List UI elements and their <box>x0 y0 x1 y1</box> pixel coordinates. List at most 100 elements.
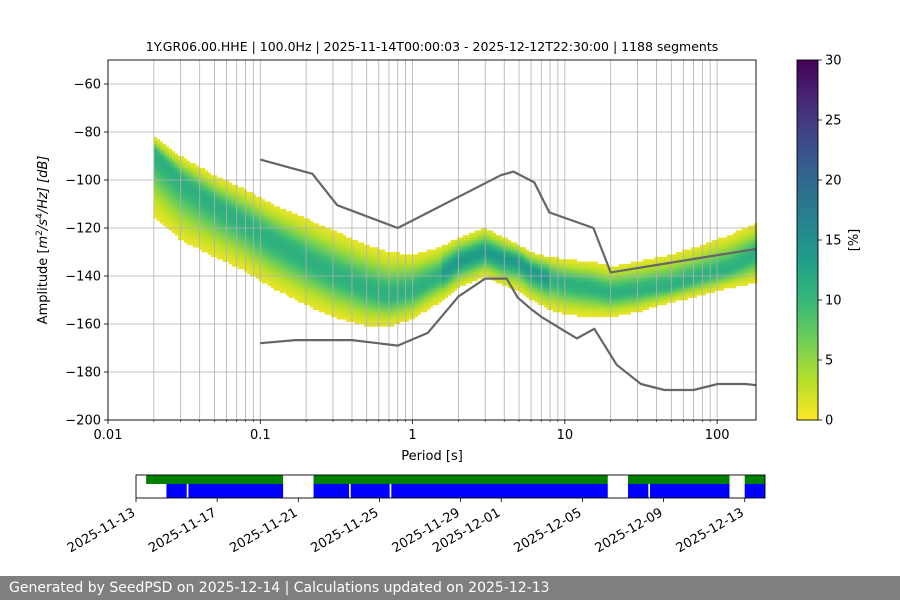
psd-cell <box>465 252 470 255</box>
psd-cell <box>567 302 572 306</box>
psd-cell <box>414 307 419 310</box>
psd-cell <box>294 285 299 289</box>
psd-cell <box>522 271 527 274</box>
psd-cell <box>267 223 272 226</box>
psd-cell <box>426 285 431 289</box>
psd-cell <box>174 160 179 164</box>
psd-cell <box>543 268 548 272</box>
psd-cell <box>606 273 611 277</box>
psd-cell <box>207 225 212 229</box>
psd-cell <box>261 268 266 272</box>
psd-cell <box>429 285 434 289</box>
psd-cell <box>537 295 542 298</box>
psd-cell <box>444 295 449 298</box>
psd-cell <box>426 290 431 294</box>
psd-cell <box>303 256 308 260</box>
psd-cell <box>381 266 386 270</box>
psd-cell <box>312 304 317 308</box>
psd-cell <box>417 254 422 258</box>
psd-cell <box>411 266 416 270</box>
psd-cell <box>252 216 257 219</box>
psd-cell <box>192 204 197 207</box>
psd-cell <box>408 273 413 277</box>
psd-cell <box>252 261 257 265</box>
psd-cell <box>678 292 683 296</box>
psd-cell <box>282 230 287 234</box>
psd-cell <box>513 249 518 253</box>
psd-cell <box>468 247 473 250</box>
psd-cell <box>465 259 470 262</box>
psd-cell <box>216 189 221 193</box>
psd-cell <box>393 300 398 303</box>
psd-cell <box>387 309 392 313</box>
psd-cell <box>399 261 404 265</box>
psd-cell <box>537 292 542 296</box>
psd-cell <box>297 278 302 282</box>
psd-cell <box>645 259 650 262</box>
psd-cell <box>198 175 203 178</box>
psd-cell <box>642 288 647 291</box>
psd-cell <box>540 254 545 258</box>
psd-cell <box>327 242 332 246</box>
psd-cell <box>402 300 407 303</box>
psd-cell <box>657 268 662 272</box>
psd-cell <box>354 271 359 274</box>
psd-cell <box>294 273 299 277</box>
psd-cell <box>411 264 416 267</box>
psd-cell <box>549 300 554 303</box>
psd-cell <box>573 300 578 303</box>
psd-cell <box>171 187 176 190</box>
psd-cell <box>216 237 221 241</box>
psd-cell <box>426 271 431 274</box>
psd-cell <box>291 268 296 272</box>
psd-cell <box>192 223 197 226</box>
psd-cell <box>405 300 410 303</box>
psd-cell <box>675 288 680 291</box>
psd-cell <box>261 276 266 279</box>
psd-cell <box>177 213 182 217</box>
psd-cell <box>675 261 680 265</box>
psd-cell <box>519 271 524 274</box>
psd-cell <box>189 192 194 195</box>
psd-cell <box>177 230 182 234</box>
psd-cell <box>558 276 563 279</box>
psd-cell <box>501 252 506 255</box>
psd-cell <box>468 242 473 246</box>
psd-cell <box>573 266 578 270</box>
psd-cell <box>594 297 599 301</box>
psd-cell <box>315 228 320 231</box>
psd-cell <box>309 220 314 224</box>
psd-cell <box>372 252 377 255</box>
psd-cell <box>672 292 677 296</box>
psd-cell <box>618 278 623 282</box>
psd-cell <box>162 172 167 176</box>
psd-cell <box>225 208 230 212</box>
psd-cell <box>585 288 590 291</box>
psd-cell <box>294 295 299 298</box>
psd-cell <box>444 292 449 296</box>
psd-cell <box>303 292 308 296</box>
psd-cell <box>420 276 425 279</box>
psd-cell <box>321 295 326 298</box>
psd-cell <box>384 324 389 327</box>
psd-cell <box>660 273 665 277</box>
psd-cell <box>285 230 290 234</box>
psd-cell <box>219 254 224 258</box>
psd-cell <box>276 213 281 217</box>
psd-cell <box>588 283 593 286</box>
psd-cell <box>363 259 368 262</box>
psd-cell <box>252 220 257 224</box>
psd-cell <box>231 230 236 234</box>
psd-cell <box>195 204 200 207</box>
psd-cell <box>309 247 314 250</box>
psd-cell <box>489 247 494 250</box>
psd-cell <box>552 288 557 291</box>
psd-cell <box>282 208 287 212</box>
psd-cell <box>423 295 428 298</box>
psd-cell <box>327 278 332 282</box>
psd-cell <box>327 312 332 315</box>
psd-cell <box>639 264 644 267</box>
psd-cell <box>309 271 314 274</box>
psd-cell <box>279 278 284 282</box>
psd-cell <box>342 271 347 274</box>
